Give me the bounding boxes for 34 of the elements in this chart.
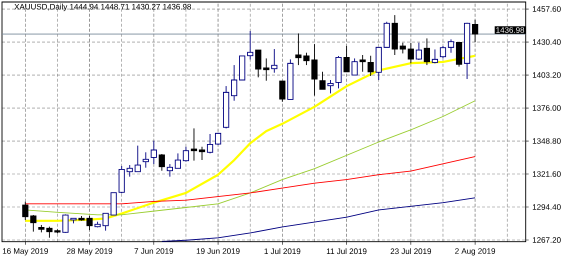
candlestick [102, 212, 109, 232]
candlestick [456, 42, 462, 68]
candlestick [440, 46, 446, 59]
candlestick [352, 58, 358, 76]
candlestick [86, 216, 93, 231]
candlestick [368, 55, 374, 76]
candlestick [198, 146, 206, 161]
candlestick [206, 134, 214, 154]
candlestick [279, 80, 286, 102]
candlestick [62, 214, 69, 234]
candlestick [182, 146, 190, 162]
candlestick [432, 48, 438, 64]
candlestick [158, 154, 165, 172]
candlestick [472, 19, 478, 43]
candlestick [214, 132, 222, 146]
candlestick [190, 128, 198, 162]
candlestick [311, 44, 318, 96]
candlestick [271, 48, 278, 74]
candlestick [174, 152, 182, 169]
candlestick [416, 42, 422, 60]
candlestick [46, 226, 52, 238]
candlestick [424, 38, 430, 66]
candlestick [166, 164, 173, 178]
candlestick [327, 80, 334, 94]
candlestick [295, 32, 302, 66]
candlestick [448, 38, 454, 54]
line-series [161, 197, 476, 242]
candlestick [343, 46, 350, 72]
candlestick [303, 52, 310, 66]
candlestick [142, 152, 149, 168]
candlestick [319, 71, 326, 90]
candlestick [231, 64, 238, 102]
candlestick [150, 140, 157, 165]
candlestick [360, 54, 366, 72]
